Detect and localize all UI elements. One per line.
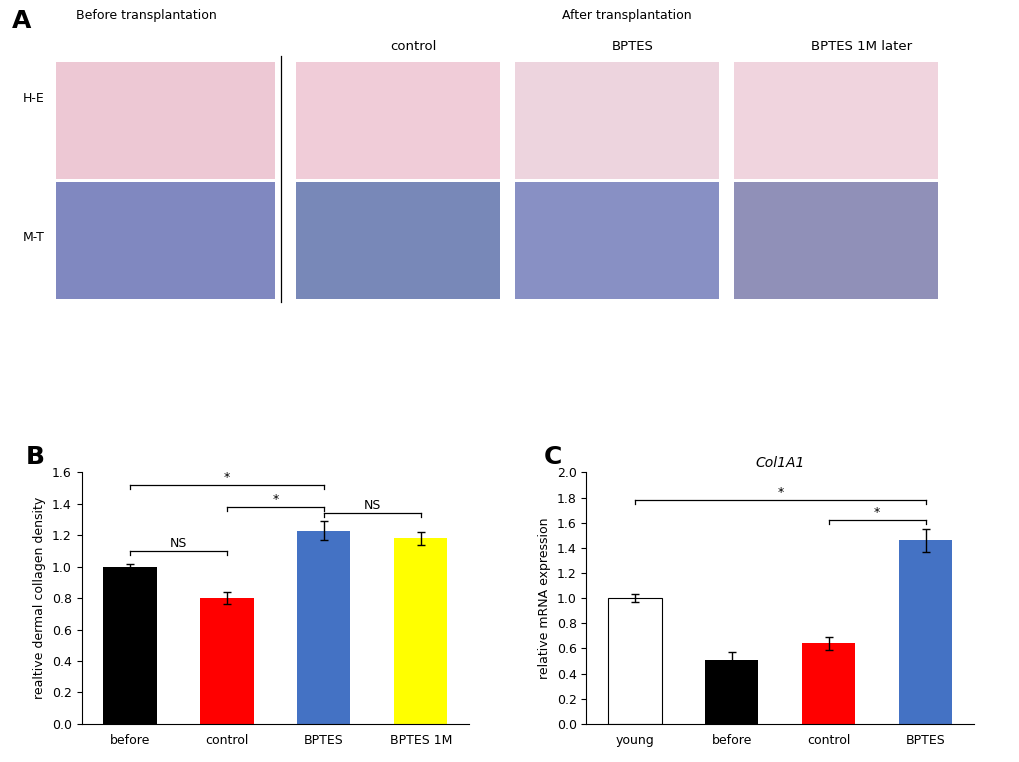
Bar — [297, 530, 351, 724]
Text: C: C — [543, 445, 561, 469]
Text: control: control — [389, 40, 436, 53]
Bar — [56, 62, 275, 179]
Bar — [801, 643, 855, 724]
Text: *: * — [272, 493, 278, 506]
Y-axis label: relative mRNA expression: relative mRNA expression — [538, 517, 550, 679]
Bar — [704, 660, 758, 724]
Bar — [393, 539, 447, 724]
Bar — [607, 598, 661, 724]
Bar — [898, 540, 952, 724]
Text: *: * — [776, 486, 783, 499]
Bar — [103, 567, 157, 724]
Text: BPTES 1M later: BPTES 1M later — [810, 40, 912, 53]
Title: Col1A1: Col1A1 — [755, 456, 804, 470]
Bar — [515, 182, 718, 299]
Bar — [734, 182, 937, 299]
Y-axis label: realtive dermal collagen density: realtive dermal collagen density — [34, 497, 46, 700]
Bar — [200, 598, 254, 724]
Text: NS: NS — [169, 536, 187, 549]
Text: After transplantation: After transplantation — [561, 9, 692, 22]
Bar — [296, 62, 499, 179]
Text: A: A — [12, 9, 32, 34]
Text: H-E: H-E — [22, 92, 44, 105]
Bar — [56, 182, 275, 299]
Bar — [734, 62, 937, 179]
Text: *: * — [223, 471, 230, 484]
Text: BPTES: BPTES — [610, 40, 653, 53]
Text: Before transplantation: Before transplantation — [76, 9, 217, 22]
Text: M-T: M-T — [22, 231, 44, 244]
Bar — [515, 62, 718, 179]
Text: NS: NS — [363, 499, 381, 512]
Text: B: B — [25, 445, 45, 469]
Text: *: * — [873, 506, 879, 519]
Bar — [296, 182, 499, 299]
